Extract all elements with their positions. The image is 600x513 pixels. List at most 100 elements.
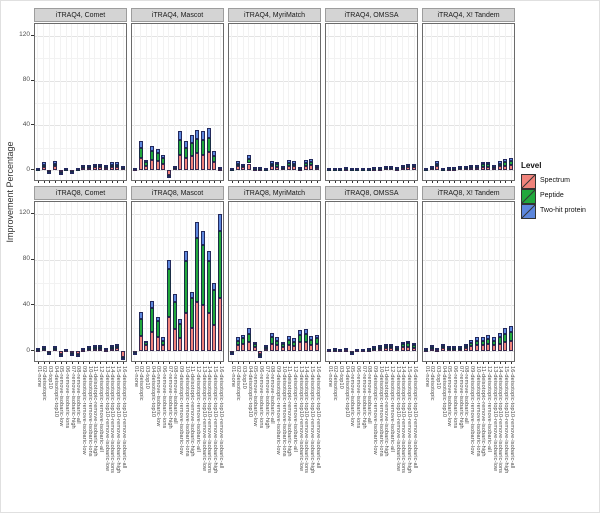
- bar-segment-spectrum: [286, 165, 291, 171]
- x-axis-label: 04-deisotopic-top10: [343, 366, 350, 418]
- bar-segment-two-hit-protein: [161, 337, 166, 341]
- gridline-major: [132, 35, 223, 37]
- bar-segment-peptide: [178, 139, 183, 155]
- gridline-vertical: [362, 24, 364, 180]
- gridline-major: [132, 351, 223, 352]
- x-tick-mark: [237, 362, 239, 364]
- y-tick-mark: [31, 169, 34, 171]
- x-tick-mark: [243, 181, 245, 183]
- gridline-vertical: [276, 202, 278, 361]
- x-axis-label: 14-deisotopic-top10-remove-isobaric-ions: [109, 366, 116, 474]
- gridline-vertical: [448, 202, 450, 361]
- bar-segment-spectrum: [469, 346, 474, 351]
- bar-segment-spectrum: [115, 348, 120, 351]
- x-axis-label: 04-deisotopic-top10: [440, 366, 447, 418]
- bar-segment-two-hit-protein: [366, 348, 371, 351]
- bar-segment-peptide: [469, 342, 474, 347]
- x-axis-label: 16-deisotopic-top10-remove-isobaric-all: [411, 366, 418, 469]
- gridline-vertical: [191, 24, 193, 180]
- facet-panel: [325, 23, 418, 181]
- bar-segment-spectrum: [206, 313, 211, 351]
- bar-segment-two-hit-protein: [92, 345, 97, 348]
- gridline-vertical: [373, 24, 375, 180]
- bar-segment-two-hit-protein: [372, 346, 377, 349]
- legend-item-label: Spectrum: [540, 177, 570, 184]
- x-axis-label: 11-deisotopic-remove-isobaric-high: [383, 366, 390, 457]
- bar-segment-two-hit-protein: [212, 282, 217, 291]
- gridline-vertical: [373, 202, 375, 361]
- gridline-vertical: [345, 202, 347, 361]
- x-tick-mark: [317, 181, 319, 183]
- x-tick-mark: [362, 362, 364, 364]
- bar-segment-peptide: [246, 159, 251, 164]
- bar-segment-peptide: [87, 166, 92, 169]
- bar-segment-two-hit-protein: [400, 164, 405, 167]
- x-tick-mark: [260, 362, 262, 364]
- x-tick-mark: [288, 181, 290, 183]
- bar-segment-spectrum: [486, 344, 491, 351]
- bar-segment-peptide: [92, 165, 97, 168]
- bar-segment-two-hit-protein: [435, 347, 440, 350]
- bar-segment-spectrum: [315, 344, 320, 351]
- bar-segment-peptide: [275, 164, 280, 167]
- bar-segment-peptide: [315, 338, 320, 345]
- bar-segment-peptide: [503, 162, 508, 166]
- bar-segment-two-hit-protein: [343, 166, 348, 169]
- bar-segment-spectrum: [155, 337, 160, 351]
- x-tick-mark: [305, 362, 307, 364]
- x-tick-mark: [488, 181, 490, 183]
- bar-segment-two-hit-protein: [286, 336, 291, 340]
- x-tick-mark: [294, 181, 296, 183]
- x-tick-mark: [174, 362, 176, 364]
- y-tick-label: 0: [26, 165, 30, 173]
- bar-segment-two-hit-protein: [138, 312, 143, 320]
- x-tick-mark: [214, 181, 216, 183]
- facet-panel: [228, 201, 321, 362]
- gridline-minor: [326, 282, 417, 284]
- gridline-vertical: [254, 202, 256, 361]
- gridline-vertical: [510, 202, 512, 361]
- bar-segment-two-hit-protein: [452, 346, 457, 349]
- bar-segment-spectrum: [463, 348, 468, 351]
- gridline-vertical: [476, 202, 478, 361]
- bar-segment-two-hit-protein: [326, 167, 331, 170]
- bar-segment-two-hit-protein: [69, 353, 74, 356]
- bar-segment-spectrum: [144, 165, 149, 171]
- x-tick-mark: [49, 362, 51, 364]
- bar-segment-spectrum: [475, 345, 480, 351]
- gridline-vertical: [385, 24, 387, 180]
- bar-segment-peptide: [206, 260, 211, 314]
- bar-segment-two-hit-protein: [326, 348, 331, 351]
- bar-segment-spectrum: [121, 351, 126, 357]
- bar-segment-spectrum: [429, 348, 434, 351]
- facet-panel: [131, 201, 224, 362]
- y-tick-label: 0: [26, 346, 30, 354]
- x-tick-mark: [477, 181, 479, 183]
- gridline-vertical: [105, 24, 107, 180]
- bar-segment-two-hit-protein: [275, 162, 280, 165]
- gridline-vertical: [459, 202, 461, 361]
- facet-strip: iTRAQ8, X! Tandem: [422, 186, 515, 200]
- x-tick-mark: [505, 362, 507, 364]
- x-tick-mark: [60, 181, 62, 183]
- gridline-vertical: [111, 202, 113, 361]
- bar-segment-spectrum: [109, 166, 114, 171]
- gridline-major: [229, 125, 320, 127]
- x-axis-label: 02-deisotopic: [138, 366, 145, 401]
- bar-segment-two-hit-protein: [263, 345, 268, 348]
- gridline-vertical: [99, 24, 101, 180]
- bar-segment-peptide: [172, 301, 177, 330]
- bar-segment-spectrum: [263, 348, 268, 351]
- x-tick-mark: [334, 362, 336, 364]
- bar-segment-two-hit-protein: [281, 165, 286, 168]
- bar-segment-two-hit-protein: [161, 154, 166, 158]
- x-tick-mark: [214, 362, 216, 364]
- facet-strip: iTRAQ8, OMSSA: [325, 186, 418, 200]
- bar-segment-two-hit-protein: [395, 166, 400, 169]
- x-tick-mark: [477, 362, 479, 364]
- bar-segment-two-hit-protein: [281, 341, 286, 345]
- bar-segment-peptide: [206, 137, 211, 153]
- bar-segment-two-hit-protein: [235, 337, 240, 341]
- gridline-vertical: [116, 24, 118, 180]
- bar-segment-spectrum: [155, 161, 160, 171]
